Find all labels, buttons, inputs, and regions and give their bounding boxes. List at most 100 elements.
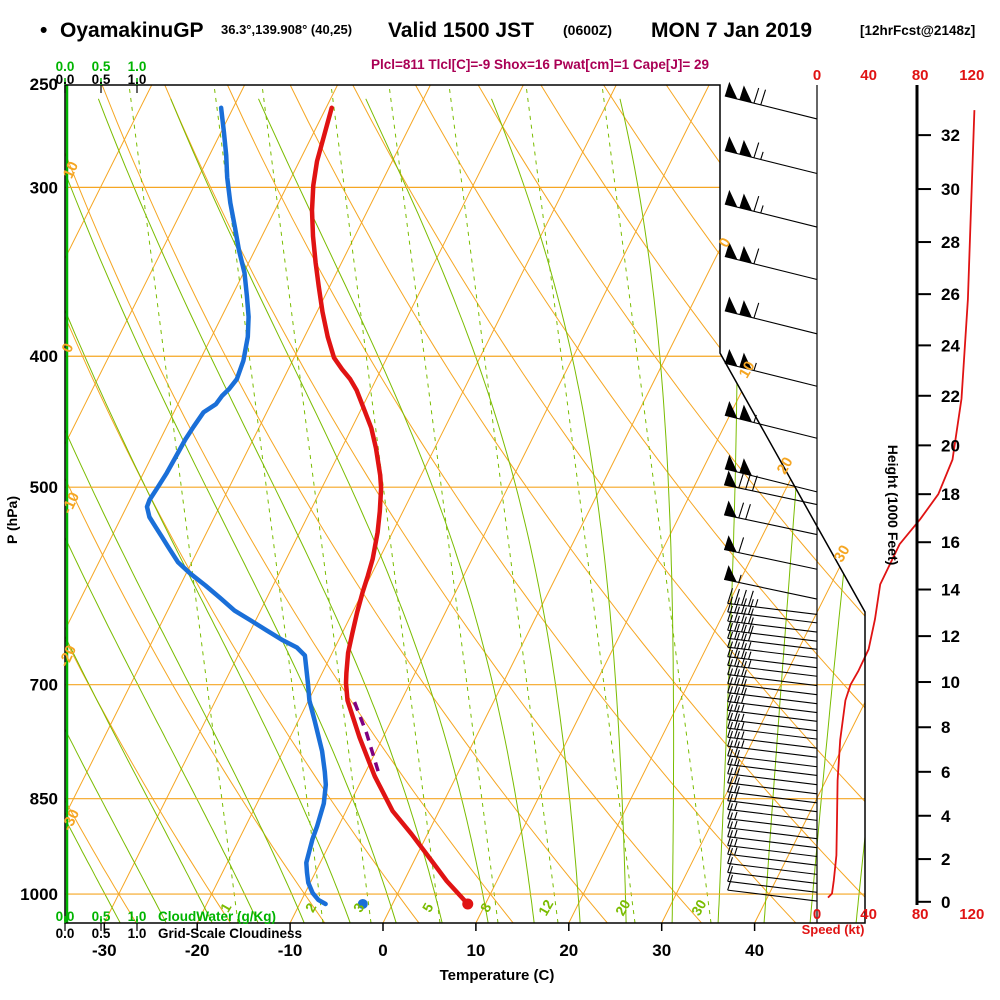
height-tick-label: 26 [941, 285, 960, 304]
pressure-tick-label: 400 [30, 347, 58, 366]
wind-barb [727, 677, 818, 705]
barb-full [734, 768, 740, 784]
barb-half [741, 713, 745, 722]
cloudiness-scale-label: 1.0 [128, 72, 147, 87]
wind-speed-curve [827, 110, 976, 899]
temperature-tick-label: 20 [559, 941, 578, 960]
barb-full [745, 474, 751, 490]
isotherm-line [382, 85, 803, 923]
barb-full [753, 248, 760, 264]
barb-staff [727, 656, 818, 669]
barb-pennant [724, 500, 737, 518]
station-name: OyamakinuGP [60, 19, 204, 42]
barb-staff [727, 853, 818, 866]
height-tick-label: 0 [941, 893, 950, 912]
barb-full [734, 705, 740, 721]
barb-full [741, 679, 747, 695]
moist-adiabat-line [65, 98, 213, 923]
wind-barb [727, 605, 818, 633]
speed-tick-label: 0 [813, 67, 821, 84]
barb-full [727, 857, 733, 873]
barb-full [747, 625, 754, 642]
height-tick-label: 8 [941, 718, 950, 737]
barb-staff [727, 692, 818, 705]
barb-full [741, 643, 747, 659]
dry-adiabat-line [540, 85, 865, 923]
barb-staff [727, 808, 818, 821]
mixing-ratio-line [448, 85, 559, 923]
wind-barb [727, 588, 818, 615]
isotherm-line [65, 85, 153, 923]
barb-full [734, 606, 740, 623]
cloudwater-scale-label: 1.0 [128, 59, 147, 74]
barb-full [727, 686, 733, 702]
barb-full [741, 616, 747, 633]
barb-half [741, 704, 745, 713]
isotherm-line [754, 85, 865, 923]
barb-full [747, 608, 754, 624]
cloudwater-scale-label: 0.5 [92, 59, 111, 74]
barb-full [727, 874, 733, 891]
station-coordinates: 36.3°,139.908° (40,25) [221, 22, 352, 37]
wind-barb [727, 830, 818, 858]
barb-half [741, 722, 745, 731]
barb-full [760, 89, 767, 106]
dry-adiabat-line [415, 85, 865, 923]
dry-adiabat-line [65, 85, 326, 923]
barb-full [741, 589, 747, 606]
barb-full [741, 598, 747, 614]
mixing-ratio-label: 8 [477, 900, 495, 915]
height-tick-label: 22 [941, 387, 960, 406]
pressure-tick-label: 700 [30, 676, 58, 695]
barb-full [734, 786, 740, 802]
height-tick-label: 28 [941, 233, 960, 252]
cloudwater-scale-label: 1.0 [128, 909, 147, 924]
plot-border [64, 84, 866, 924]
barb-full [741, 670, 747, 686]
wind-barb [727, 686, 818, 714]
barb-full [734, 687, 740, 703]
mixing-ratio-line [388, 85, 499, 923]
dry-adiabat-label: 10 [60, 159, 82, 181]
moist-adiabat-line [65, 98, 351, 923]
barb-staff [727, 871, 818, 884]
barb-full [727, 812, 733, 828]
cloudiness-scale-title: Grid-Scale Cloudiness [158, 926, 302, 941]
barb-pennant [724, 136, 738, 154]
moist-adiabat-line [65, 98, 167, 923]
barb-full [741, 687, 747, 704]
wind-barb [724, 349, 818, 387]
cloudwater-scale-label: 0.0 [56, 59, 75, 74]
height-tick-label: 24 [941, 336, 960, 355]
isotherm-label: 30 [831, 542, 854, 565]
pressure-tick-label: 250 [30, 75, 58, 94]
barb-full [727, 712, 733, 729]
wind-barb [727, 838, 818, 866]
barb-pennant [739, 458, 752, 476]
wind-barb [724, 454, 818, 493]
barb-full [734, 642, 740, 658]
cloudiness-scale-label: 1.0 [128, 926, 147, 941]
wind-barb [727, 631, 818, 659]
barb-pennant [724, 535, 737, 553]
surface-dewpoint-dot [357, 898, 368, 909]
height-tick-label: 14 [941, 581, 960, 600]
wind-barb [727, 704, 818, 732]
wind-barb [724, 189, 818, 228]
temperature-tick-label: -10 [278, 941, 303, 960]
height-tick-label: 30 [941, 180, 960, 199]
title-row: • OyamakinuGP 36.3°,139.908° (40,25) Val… [40, 19, 975, 42]
pressure-tick-label: 1000 [20, 885, 58, 904]
barb-staff [727, 755, 818, 768]
barb-staff [727, 709, 818, 722]
barb-staff [727, 620, 818, 633]
barb-full [734, 650, 740, 667]
barb-full [734, 632, 740, 649]
height-tick-label: 18 [941, 485, 960, 504]
cloudwater-scale-label: 0.0 [56, 909, 75, 924]
barb-staff [727, 719, 818, 732]
barb-half [760, 151, 764, 160]
barb-full [734, 777, 740, 793]
barb-half [747, 651, 752, 660]
